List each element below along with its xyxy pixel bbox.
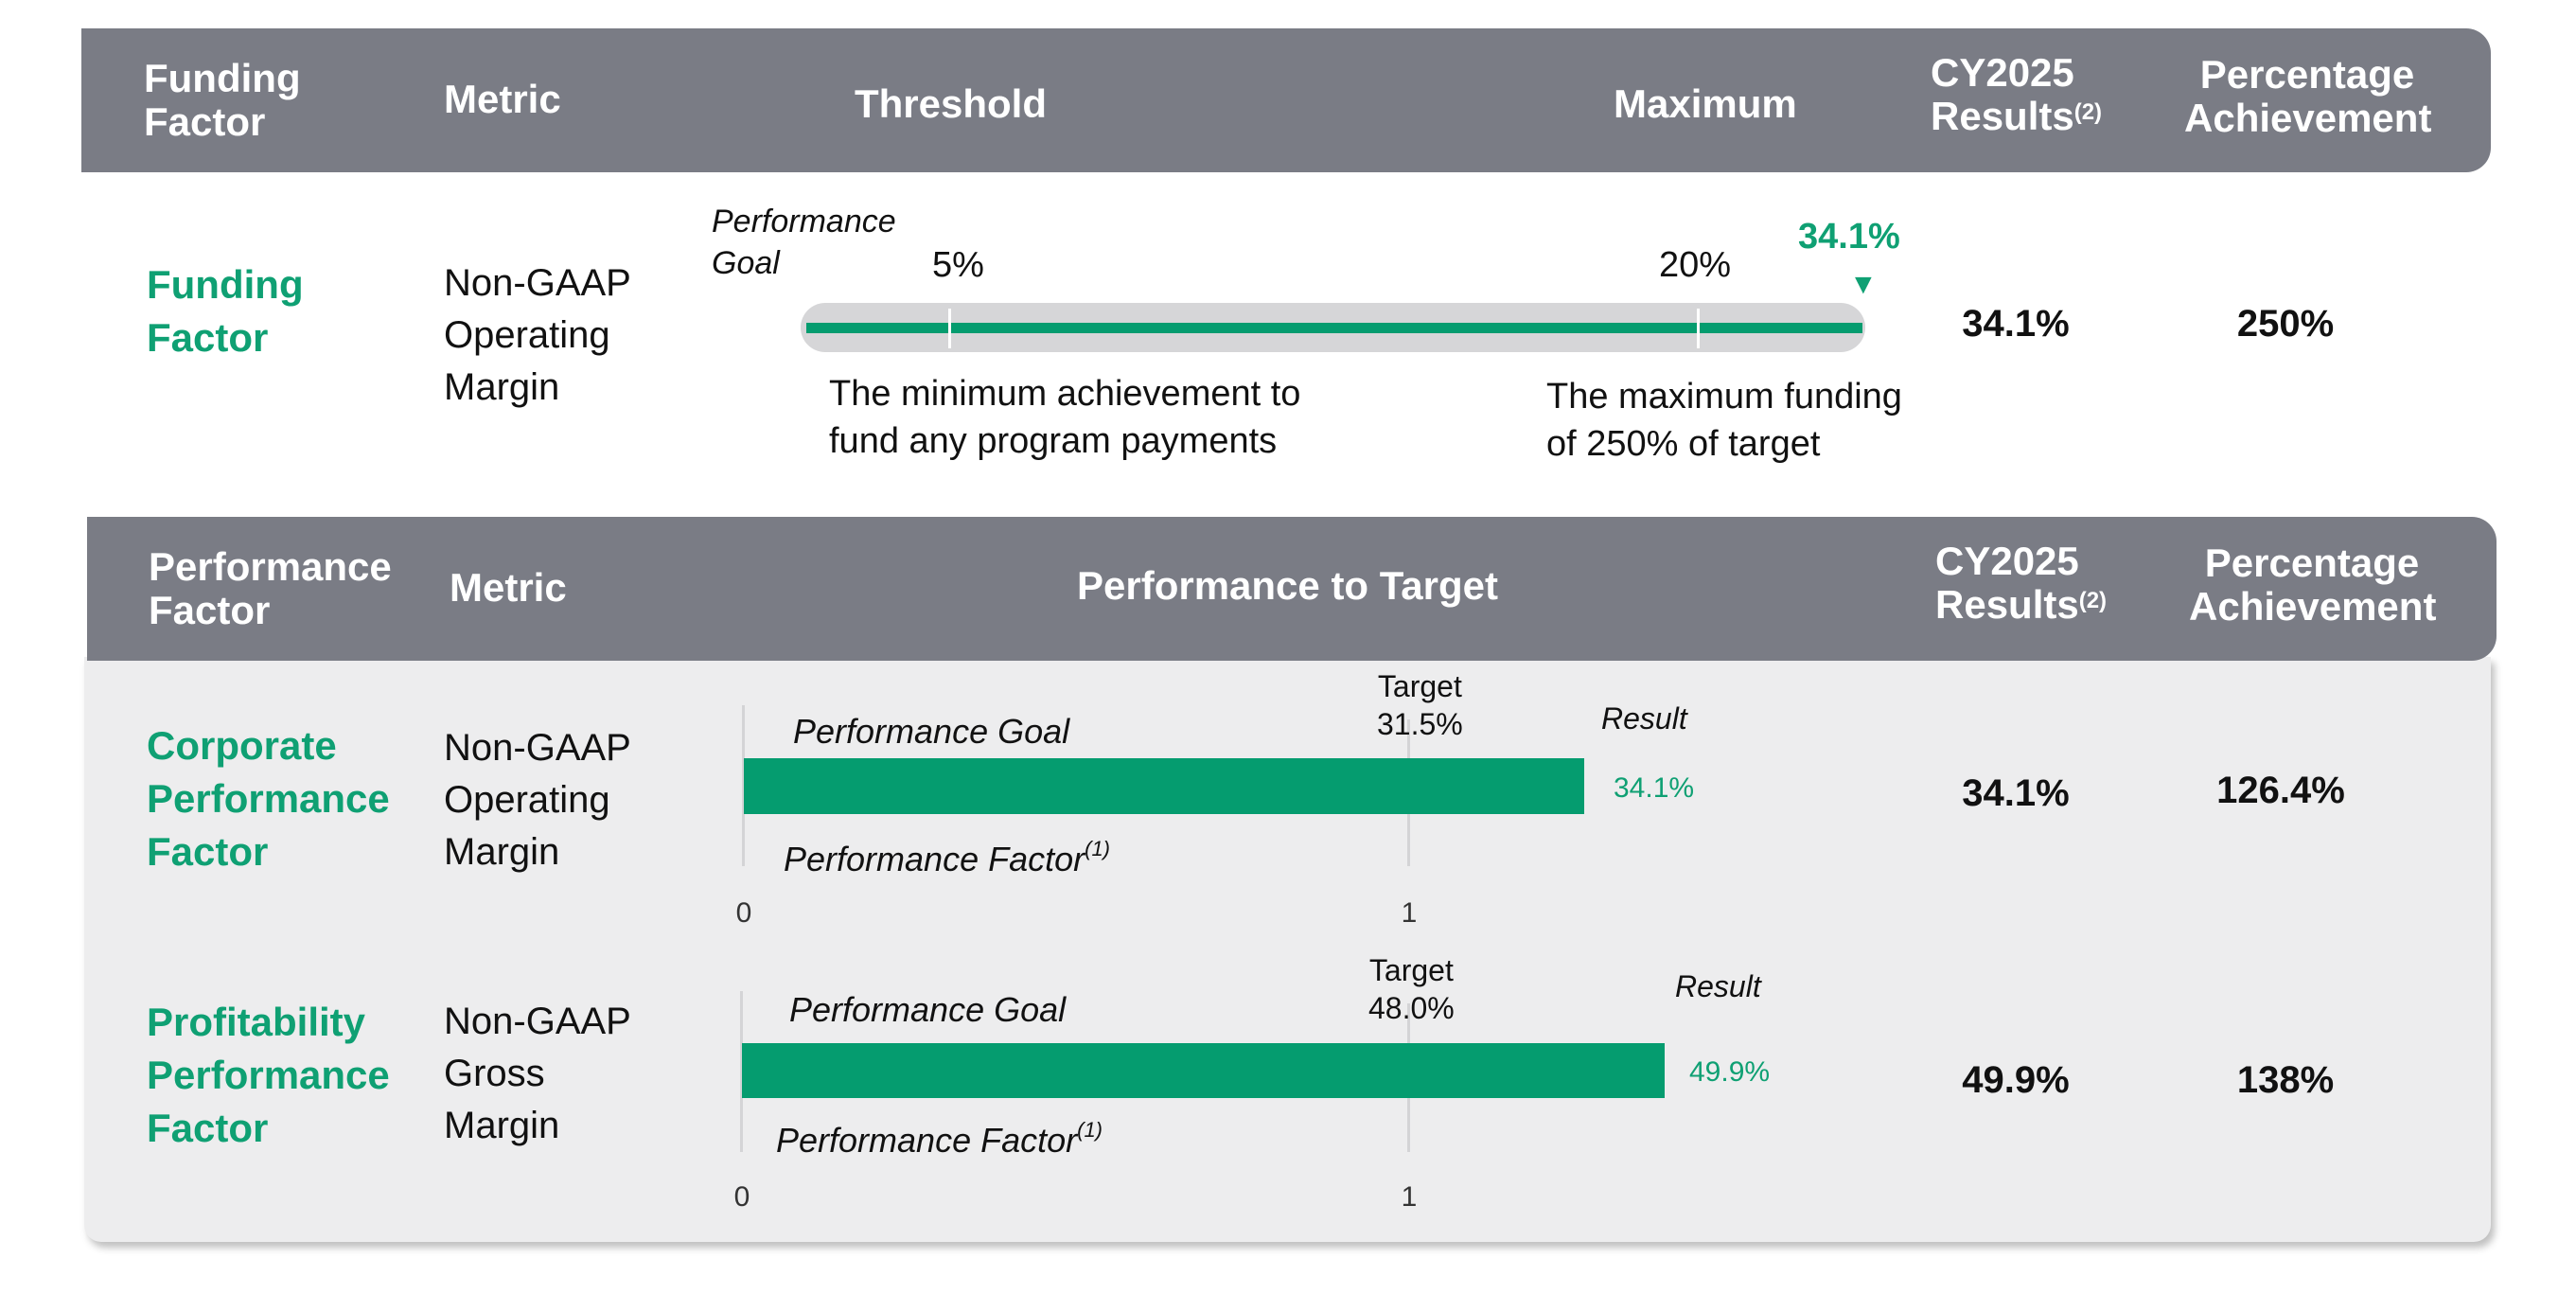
funding-percentage-value: 250% [2236,303,2335,345]
funding-header-results: CY2025 Results(2) [1931,50,2103,138]
profitability-result-bar [742,1043,1665,1098]
funding-result-marker-icon: ▼ [1849,269,1878,300]
corporate-target-label: Target 31.5% [1377,669,1463,741]
profitability-results-value: 49.9% [1962,1059,2070,1101]
profitability-percentage-value: 138% [2236,1059,2335,1101]
profitability-target-label: Target 48.0% [1368,953,1455,1025]
profitability-result-label: Result [1675,969,1761,1003]
funding-header-percentage: Percentage Achievement [2184,52,2432,140]
corporate-tick-0: 0 [735,897,752,929]
profitability-tick-1: 1 [1401,1181,1418,1213]
funding-threshold-note: The minimum achievement to fund any progr… [829,374,1301,461]
funding-maximum-note: The maximum funding of 250% of target [1546,377,1902,464]
corporate-metric: Non-GAAP Operating Margin [444,727,631,873]
funding-header-maximum: Maximum [1614,81,1797,126]
performance-header-factor: Performance Factor [149,544,392,632]
performance-header-percentage: Percentage Achievement [2189,541,2437,629]
corporate-axis-zero-line [742,705,745,866]
corporate-results-value: 34.1% [1962,772,2070,814]
funding-bar [806,323,1862,333]
profitability-performance-factor-label: Performance Factor(1) [776,1118,1103,1160]
funding-factor-label: Funding Factor [147,262,304,360]
funding-threshold-value: 5% [932,245,984,285]
funding-metric: Non-GAAP Operating Margin [444,262,631,408]
funding-threshold-tick [948,309,951,348]
funding-maximum-value: 20% [1659,245,1732,285]
profitability-axis-zero-line [740,991,743,1152]
funding-header [81,28,2491,172]
funding-performance-goal-label: Performance Goal [712,204,896,281]
corporate-performance-goal-label: Performance Goal [793,712,1070,751]
funding-header-metric: Metric [444,77,561,121]
performance-header-metric: Metric [450,565,567,610]
performance-header-results: CY2025 Results(2) [1935,539,2108,627]
corporate-result-value: 34.1% [1614,772,1695,804]
profitability-factor-label: Profitability Performance Factor [147,1000,390,1150]
corporate-performance-factor-label: Performance Factor(1) [784,837,1111,878]
performance-panel [84,657,2491,1242]
profitability-performance-goal-label: Performance Goal [789,990,1067,1029]
funding-results-value: 34.1% [1962,303,2070,345]
corporate-factor-label: Corporate Performance Factor [147,723,390,874]
corporate-result-label: Result [1601,701,1687,736]
funding-result-marker-value: 34.1% [1798,217,1900,257]
performance-header-perf-to-target: Performance to Target [1077,563,1498,608]
funding-maximum-tick [1697,309,1700,348]
corporate-result-bar [744,758,1584,814]
corporate-percentage-value: 126.4% [2216,770,2345,811]
corporate-tick-1: 1 [1401,897,1418,929]
profitability-tick-0: 0 [733,1181,750,1213]
performance-header [87,517,2497,661]
profitability-metric: Non-GAAP Gross Margin [444,1001,631,1146]
funding-header-factor: Funding Factor [144,56,301,144]
profitability-result-value: 49.9% [1689,1056,1771,1088]
funding-header-threshold: Threshold [855,81,1048,126]
